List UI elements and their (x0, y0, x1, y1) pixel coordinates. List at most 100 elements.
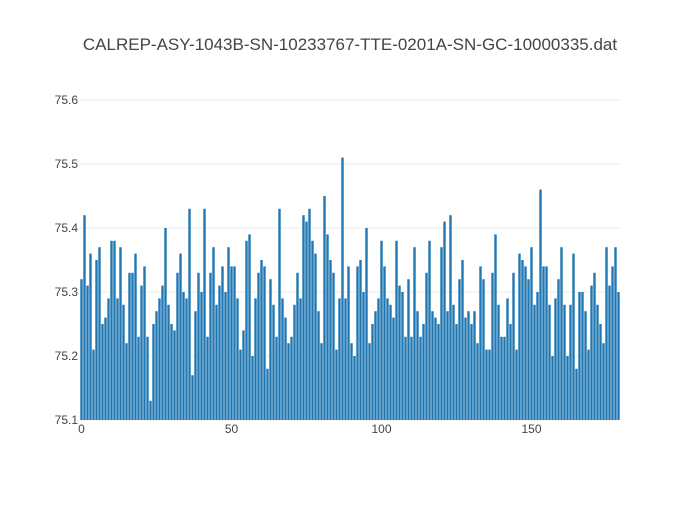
bar (188, 208, 191, 420)
bar (476, 343, 479, 420)
bar (584, 311, 587, 420)
chart-title: CALREP-ASY-1043B-SN-10233767-TTE-0201A-S… (83, 35, 617, 54)
bar (317, 311, 320, 420)
bar (125, 343, 128, 420)
bar (371, 324, 374, 420)
bar (233, 266, 236, 420)
bar (140, 285, 143, 420)
bar (254, 298, 257, 420)
bar (449, 215, 452, 420)
bar (287, 343, 290, 420)
bar (434, 317, 437, 420)
bar (530, 247, 533, 420)
bar (395, 240, 398, 420)
bar (515, 349, 518, 420)
bar (284, 317, 287, 420)
bar (269, 279, 272, 420)
bar (152, 324, 155, 420)
bar (428, 240, 431, 420)
bar (260, 260, 263, 420)
bar (344, 298, 347, 420)
bar (224, 292, 227, 420)
bar (557, 279, 560, 420)
bar (455, 324, 458, 420)
bar (275, 336, 278, 420)
x-tick-label: 100 (371, 422, 391, 436)
bar (386, 298, 389, 420)
bar (239, 349, 242, 420)
bar (524, 266, 527, 420)
bar (164, 228, 167, 420)
bar (470, 324, 473, 420)
bar (137, 336, 140, 420)
bar (119, 247, 122, 420)
bar (218, 285, 221, 420)
bar (185, 298, 188, 420)
bar (407, 279, 410, 420)
bar (107, 298, 110, 420)
y-tick-label: 75.3 (55, 285, 79, 299)
bar (215, 304, 218, 420)
bar (461, 260, 464, 420)
bar (359, 260, 362, 420)
bar (509, 324, 512, 420)
bar (131, 272, 134, 420)
bar (614, 247, 617, 420)
bar (332, 272, 335, 420)
bar (311, 240, 314, 420)
bar (365, 228, 368, 420)
bar (491, 272, 494, 420)
bar (263, 266, 266, 420)
bar (446, 311, 449, 420)
bar (518, 253, 521, 420)
bar (257, 272, 260, 420)
bar (170, 324, 173, 420)
bar (383, 266, 386, 420)
bar (539, 189, 542, 420)
bar (404, 336, 407, 420)
bar (551, 356, 554, 420)
bar (443, 221, 446, 420)
bar (473, 311, 476, 420)
y-tick-label: 75.6 (55, 93, 79, 107)
bar (593, 272, 596, 420)
bar (272, 304, 275, 420)
bar (236, 298, 239, 420)
bar (533, 304, 536, 420)
bar (575, 368, 578, 420)
bar (416, 311, 419, 420)
bar (389, 304, 392, 420)
bar (158, 298, 161, 420)
x-tick-label: 0 (78, 422, 85, 436)
bar (503, 336, 506, 420)
bar (209, 272, 212, 420)
bar (251, 356, 254, 420)
bar (200, 292, 203, 420)
bar (95, 260, 98, 420)
bar (302, 215, 305, 420)
bar (341, 157, 344, 420)
bar (83, 215, 86, 420)
bar (155, 311, 158, 420)
bar (506, 298, 509, 420)
bar (467, 311, 470, 420)
bar (362, 292, 365, 420)
bar (203, 208, 206, 420)
bar (86, 285, 89, 420)
bar (338, 298, 341, 420)
bar (413, 247, 416, 420)
x-tick-label: 50 (225, 422, 239, 436)
bar (596, 304, 599, 420)
bar (497, 304, 500, 420)
bar (278, 208, 281, 420)
bar (326, 234, 329, 420)
bar (149, 400, 152, 420)
bar (353, 356, 356, 420)
bar (299, 298, 302, 420)
bar (521, 260, 524, 420)
bar (545, 266, 548, 420)
bar (431, 311, 434, 420)
bar (398, 285, 401, 420)
